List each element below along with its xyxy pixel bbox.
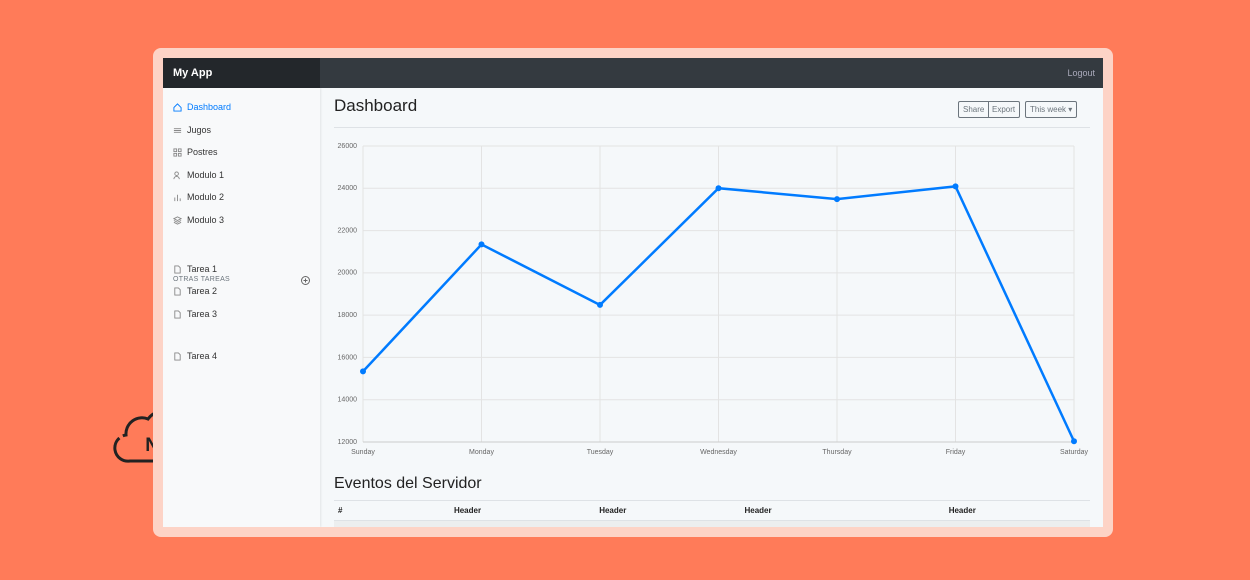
task-item[interactable]: Tarea 1 [173, 264, 217, 274]
point [597, 301, 603, 308]
nav-label: Modulo 3 [187, 215, 225, 225]
nav-label: Modulo 1 [187, 170, 225, 180]
nav-item[interactable]: Modulo 3 [173, 215, 224, 225]
y-tick-label: 20000 [338, 270, 358, 277]
table-body: 1,001randomdataplaceholdertext [334, 520, 1090, 527]
header-cell: # [334, 500, 450, 521]
cell: text [944, 520, 1090, 527]
share-button[interactable]: Share [958, 101, 990, 118]
task-label: Tarea 4 [187, 351, 218, 361]
y-tick-label: 16000 [338, 354, 358, 361]
cell: placeholder [740, 520, 945, 527]
header-cell: Header [595, 500, 741, 521]
nav-label: Dashboard [187, 102, 232, 112]
nav-item[interactable]: Modulo 2 [173, 192, 224, 202]
nav-item[interactable]: Dashboard [173, 102, 231, 112]
add-icon[interactable] [301, 276, 310, 285]
sidebar: Dashboard Jugos Postres Modulo 1 Modulo … [163, 88, 320, 527]
dropdown-label: This week [1030, 105, 1067, 114]
divider [334, 127, 1090, 128]
x-tick-label: Sunday [351, 449, 375, 456]
navbar: My App Logout [163, 58, 1103, 88]
y-tick-label: 12000 [338, 439, 358, 446]
brand[interactable]: My App [163, 58, 320, 88]
logout-link[interactable]: Logout [1067, 68, 1095, 78]
nav-label: Jugos [187, 125, 212, 135]
cell: 1,001 [334, 520, 450, 527]
header-cell: Header [944, 500, 1090, 521]
nav-item[interactable]: Modulo 1 [173, 170, 224, 180]
cell: data [595, 520, 741, 527]
page-title: Dashboard [334, 96, 418, 115]
point [834, 196, 840, 203]
y-tick-label: 24000 [338, 185, 358, 192]
table-header: # Header Header Header Header [334, 500, 1090, 521]
point [360, 368, 366, 375]
export-button[interactable]: Export [988, 101, 1021, 118]
header-cell: Header [449, 500, 596, 521]
section-title: OTRAS TAREAS [173, 276, 231, 283]
nav-item[interactable]: Jugos [173, 125, 211, 135]
point [478, 241, 485, 248]
y-tick-label: 14000 [338, 397, 358, 404]
header-cell: Header [740, 500, 945, 521]
task-item[interactable]: Tarea 4 [173, 351, 217, 361]
task-label: Tarea 3 [187, 309, 218, 319]
x-tick-label: Monday [469, 449, 494, 456]
chart: 12000 14000 16000 18000 20000 22000 24000 26000… [338, 143, 1089, 456]
y-tick-label: 18000 [338, 312, 358, 319]
x-tick-label: Tuesday [587, 449, 614, 456]
point [952, 183, 959, 190]
nav-label: Modulo 2 [187, 192, 225, 202]
x-tick-label: Wednesday [700, 449, 737, 456]
x-tick-label: Thursday [822, 449, 852, 456]
y-tick-label: 26000 [338, 143, 358, 150]
task-item[interactable]: Tarea 2 [173, 286, 217, 296]
cell: random [449, 520, 596, 527]
x-tick-label: Friday [946, 449, 966, 456]
screen: My App Logout Dashboard Jugos Postres Mo… [163, 58, 1103, 527]
point [1071, 438, 1077, 445]
nav-label: Postres [187, 147, 218, 157]
point [715, 185, 722, 192]
table-row: 1,001randomdataplaceholdertext [334, 520, 1090, 527]
x-tick-label: Saturday [1060, 449, 1089, 456]
task-item[interactable]: Tarea 3 [173, 309, 217, 319]
week-dropdown[interactable]: This week ▾ [1025, 101, 1078, 118]
table-title: Eventos del Servidor [334, 475, 482, 492]
nav-item[interactable]: Postres [173, 147, 218, 157]
task-label: Tarea 2 [187, 286, 218, 296]
y-tick-label: 22000 [338, 227, 358, 234]
task-label: Tarea 1 [187, 264, 218, 274]
